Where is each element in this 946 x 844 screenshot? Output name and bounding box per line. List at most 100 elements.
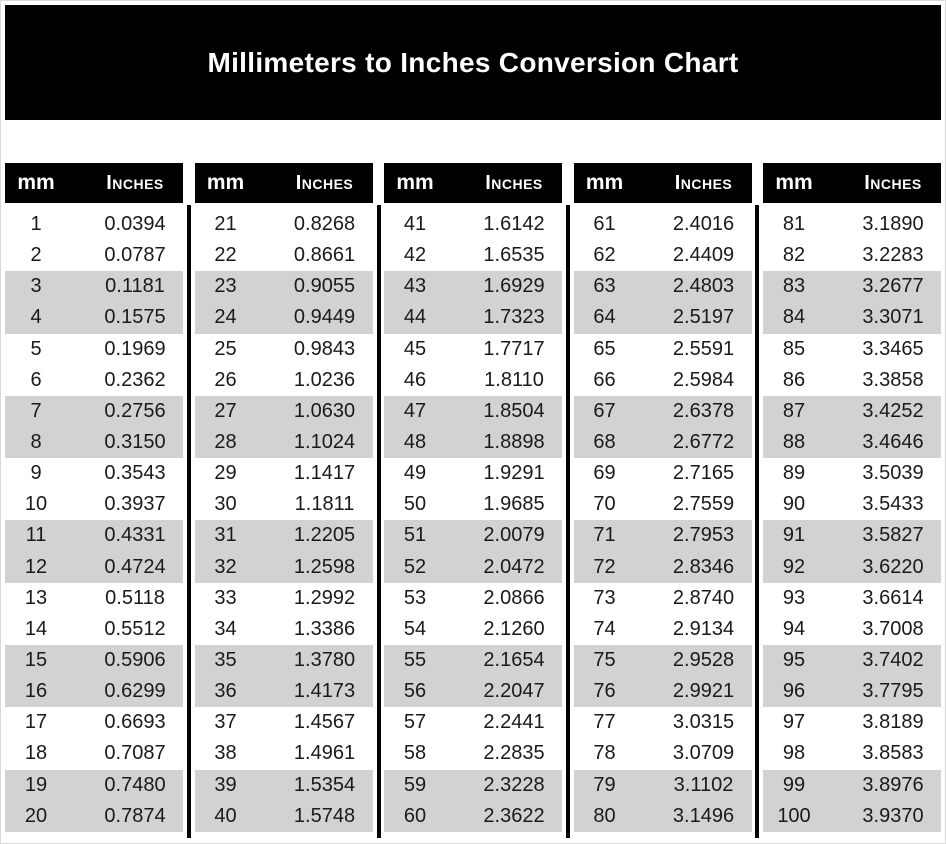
mm-value: 2 [30, 244, 42, 267]
inches-value: 3.5433 [862, 493, 924, 516]
table-row: 15 0.5906 [5, 644, 183, 677]
table-row: 46 1.8110 [384, 365, 562, 396]
inches-value: 1.7323 [483, 306, 545, 329]
inches-column-header: Inches [864, 171, 922, 194]
mm-value: 55 [403, 649, 427, 672]
mm-value: 41 [403, 213, 427, 236]
mm-value: 92 [782, 555, 806, 578]
inches-value: 2.8740 [672, 586, 735, 609]
group-header: mm Inches [384, 163, 562, 203]
table-row: 50 1.9685 [384, 489, 562, 520]
table-row: 25 0.9843 [195, 334, 373, 365]
inches-value: 3.1496 [672, 804, 735, 827]
table-row: 42 1.6535 [384, 240, 562, 271]
inches-value: 0.8661 [293, 244, 356, 267]
inches-value: 2.1260 [483, 617, 545, 640]
mm-value: 3 [30, 275, 42, 298]
mm-value: 50 [403, 493, 427, 516]
inches-value: 3.8189 [862, 711, 924, 734]
inches-value: 2.2441 [483, 711, 545, 734]
inches-value: 3.0709 [672, 742, 735, 765]
inches-value: 0.7874 [104, 804, 166, 827]
mm-value: 27 [214, 399, 237, 422]
table-row: 13 0.5118 [5, 583, 183, 614]
inches-value: 0.5906 [104, 649, 166, 672]
table-row: 93 3.6614 [763, 583, 941, 614]
inches-value: 2.7559 [672, 493, 735, 516]
mm-value: 72 [593, 555, 616, 578]
inches-value: 2.9134 [672, 617, 735, 640]
mm-value: 12 [24, 555, 48, 578]
mm-value: 4 [30, 306, 42, 329]
table-row: 75 2.9528 [573, 644, 752, 677]
inches-value: 2.4409 [672, 244, 735, 267]
inches-value: 0.7087 [104, 742, 166, 765]
mm-value: 44 [403, 306, 427, 329]
table-row: 87 3.4252 [763, 395, 941, 427]
table-row: 54 2.1260 [384, 614, 562, 645]
inches-value: 1.9291 [483, 462, 545, 485]
table-row: 71 2.7953 [573, 520, 752, 552]
table-row: 30 1.1811 [195, 489, 373, 520]
table-row: 80 3.1496 [573, 800, 752, 832]
table-row: 49 1.9291 [384, 458, 562, 489]
mm-value: 97 [782, 711, 806, 734]
table-row: 44 1.7323 [384, 302, 562, 334]
inches-value: 1.8110 [484, 368, 544, 391]
table-row: 48 1.8898 [384, 426, 562, 459]
inches-value: 2.7953 [672, 524, 735, 547]
mm-value: 62 [593, 244, 616, 267]
mm-value: 61 [593, 213, 616, 236]
table-row: 37 1.4567 [195, 707, 373, 738]
inches-value: 0.9449 [293, 306, 356, 329]
table-row: 94 3.7008 [763, 614, 941, 645]
mm-value: 82 [782, 244, 806, 267]
table-row: 22 0.8661 [195, 240, 373, 271]
column-group-3: mm Inches 41 1.6142 42 1.6535 43 1.6929 44 1.7323… [384, 163, 562, 832]
table-row: 88 3.4646 [763, 426, 941, 459]
inches-value: 2.6378 [672, 399, 735, 422]
page-title: Millimeters to Inches Conversion Chart [207, 46, 739, 78]
table-row: 26 1.0236 [195, 365, 373, 396]
mm-value: 21 [214, 213, 237, 236]
table-row: 33 1.2992 [195, 583, 373, 614]
inches-value: 3.8976 [862, 773, 924, 796]
mm-value: 25 [214, 337, 237, 360]
inches-value: 3.6220 [862, 555, 924, 578]
inches-value: 0.0394 [104, 213, 166, 236]
mm-value: 90 [782, 493, 806, 516]
table-row: 64 2.5197 [573, 302, 752, 334]
mm-value: 32 [214, 555, 237, 578]
inches-value: 0.1969 [104, 337, 166, 360]
table-row: 100 3.9370 [763, 800, 941, 832]
inches-value: 3.3465 [862, 337, 924, 360]
mm-value: 28 [214, 431, 237, 454]
inches-value: 2.2835 [483, 742, 545, 765]
inches-value: 2.3622 [483, 804, 545, 827]
table-row: 4 0.1575 [5, 302, 183, 334]
inches-value: 3.0315 [672, 711, 735, 734]
table-row: 10 0.3937 [5, 489, 183, 520]
mm-value: 47 [403, 399, 427, 422]
inches-value: 2.6772 [672, 431, 735, 454]
mm-value: 10 [24, 493, 48, 516]
inches-value: 3.7008 [862, 617, 924, 640]
group-header: mm Inches [763, 163, 941, 203]
mm-value: 52 [403, 555, 427, 578]
mm-value: 33 [214, 586, 237, 609]
table-row: 12 0.4724 [5, 551, 183, 583]
inches-value: 0.3150 [104, 431, 166, 454]
inches-value: 2.9921 [672, 680, 735, 703]
inches-value: 2.5591 [672, 337, 735, 360]
inches-value: 0.2362 [104, 368, 166, 391]
table-row: 35 1.3780 [194, 644, 373, 677]
table-row: 27 1.0630 [194, 395, 373, 427]
table-row: 90 3.5433 [763, 489, 941, 520]
mm-value: 84 [782, 306, 806, 329]
group-header: mm Inches [194, 163, 373, 203]
table-row: 56 2.2047 [384, 676, 562, 708]
group-rows: 21 0.8268 22 0.8661 23 0.9055 24 0.9449 25 0.9843… [194, 209, 373, 832]
mm-value: 45 [403, 337, 427, 360]
mm-value: 69 [593, 462, 616, 485]
inches-value: 1.4961 [293, 742, 356, 765]
